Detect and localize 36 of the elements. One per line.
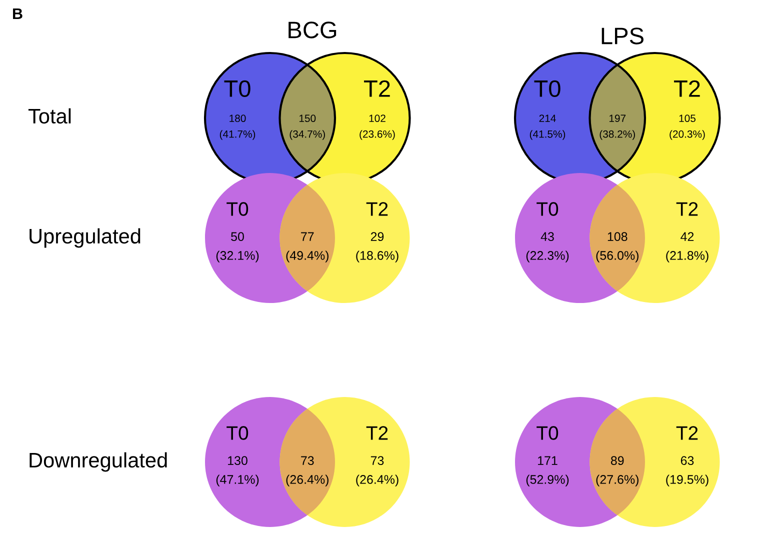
category-label: T0 [536, 426, 558, 440]
category-label: T2 [366, 202, 388, 216]
text: Downregulated [30, 452, 167, 472]
category-label: T2 [676, 202, 698, 216]
category-label: T0 [224, 80, 250, 98]
text: BCG [288, 22, 336, 38]
data-label: 29 (18.6%) [356, 232, 398, 262]
category-label: T0 [226, 202, 248, 216]
data-label: 89 (27.6%) [596, 456, 638, 486]
data-label: 171 (52.9%) [526, 456, 569, 486]
category-label: T2 [366, 426, 388, 440]
data-label: 130 (47.1%) [216, 456, 259, 486]
category-label: T0 [536, 202, 558, 216]
category-label: T0 [226, 426, 248, 440]
data-label: 73 (26.4%) [286, 456, 328, 486]
data-label: 180 (41.7%) [220, 114, 256, 140]
category-label: T2 [676, 426, 698, 440]
data-label: 50 (32.1%) [216, 232, 259, 262]
text: LPS [602, 28, 644, 44]
data-label: 63 (19.5%) [666, 456, 708, 486]
category-label: T2 [364, 80, 390, 97]
data-label: 197 (38.2%) [600, 114, 635, 140]
data-label: 108 (56.0%) [596, 232, 638, 262]
text: Upregulated [30, 228, 140, 248]
data-label: 77 (49.4%) [286, 232, 328, 262]
text: B [13, 8, 22, 19]
data-label: 42 (21.8%) [666, 232, 708, 262]
data-label: 73 (26.4%) [356, 456, 398, 486]
text: Total [28, 108, 71, 124]
category-label: T2 [674, 80, 700, 97]
data-label: 102 (23.6%) [360, 114, 395, 140]
data-label: 105 (20.3%) [670, 114, 705, 140]
data-label: 150 (34.7%) [290, 114, 325, 140]
data-label: 43 (22.3%) [526, 232, 569, 262]
category-label: T0 [534, 80, 560, 98]
data-label: 214 (41.5%) [530, 114, 566, 140]
